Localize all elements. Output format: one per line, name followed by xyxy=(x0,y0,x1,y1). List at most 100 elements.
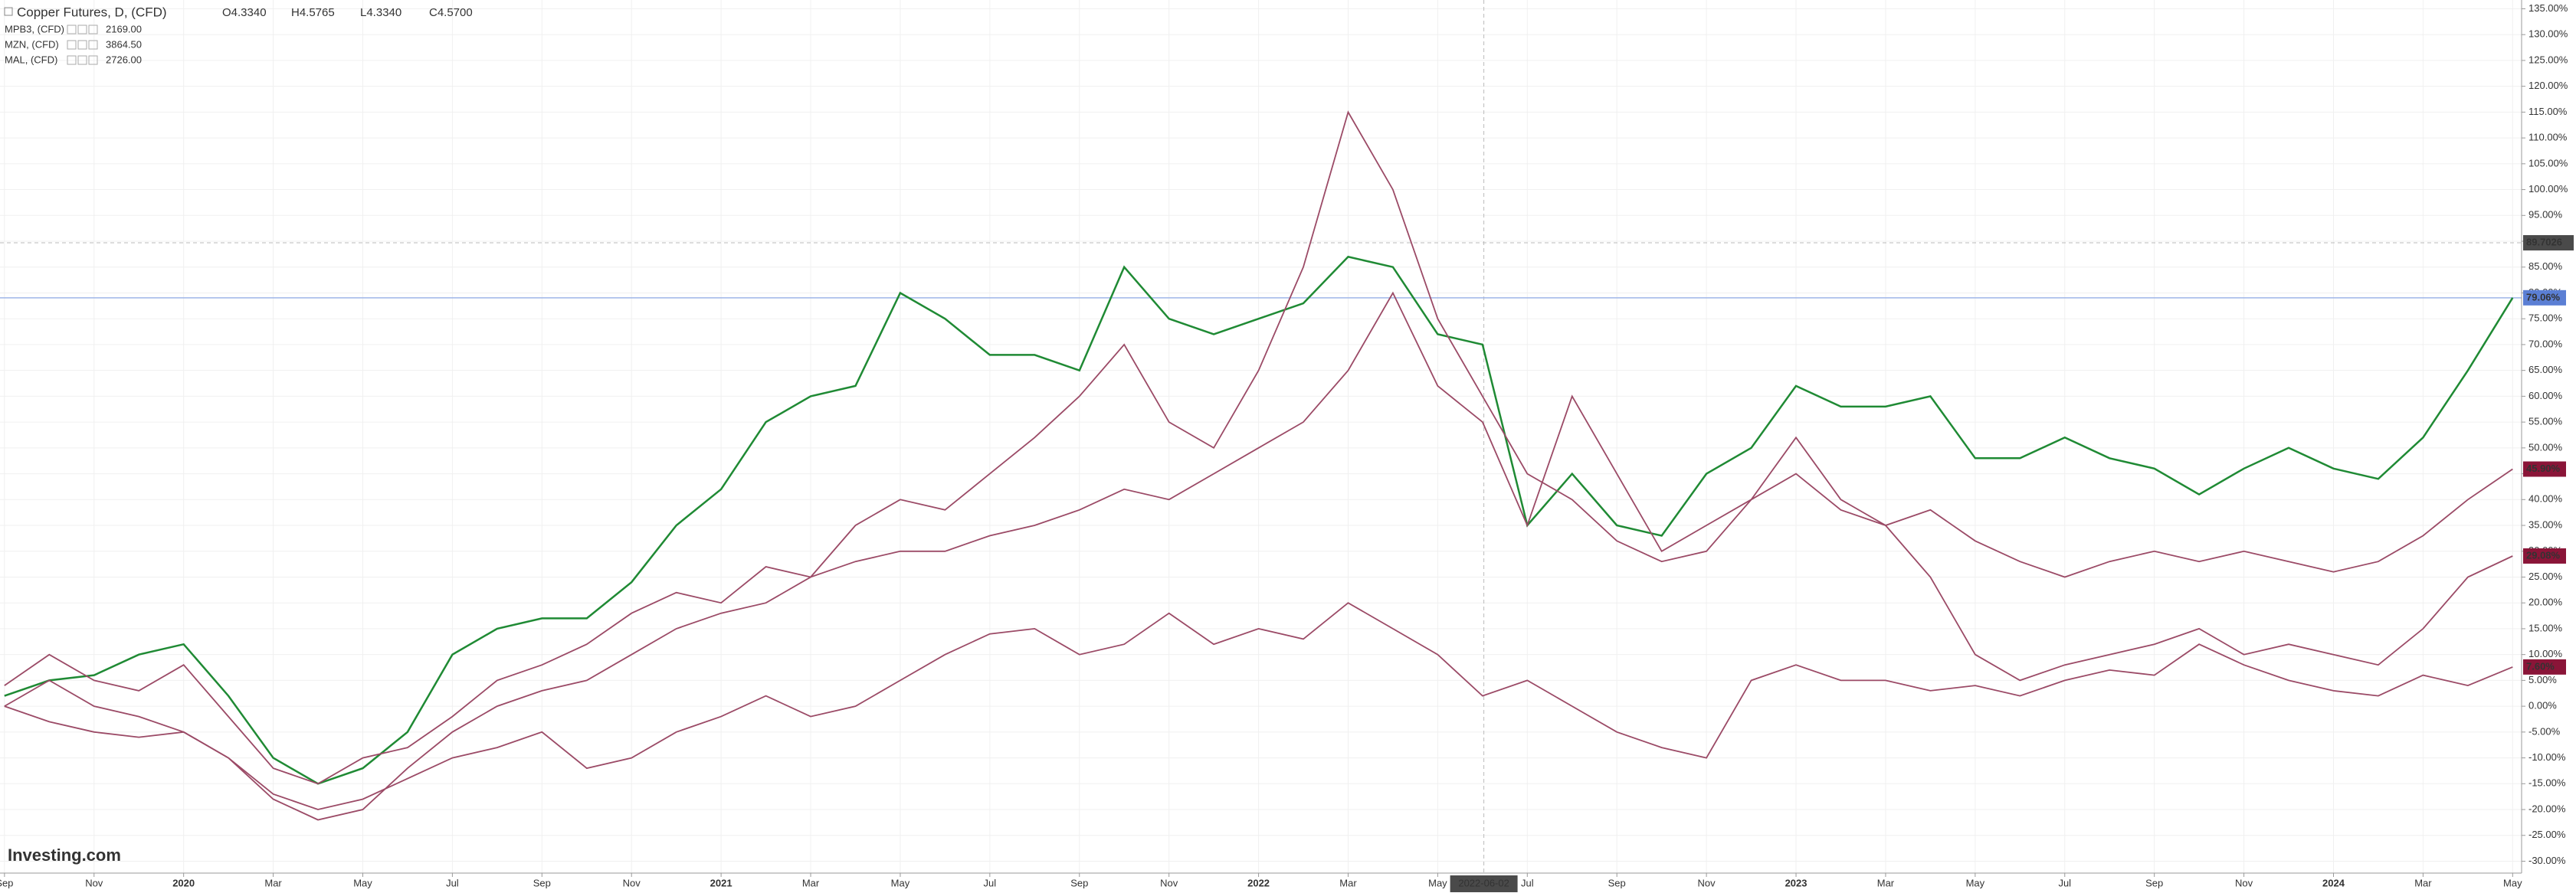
ohlc-open: O4.3340 xyxy=(222,6,267,19)
x-tick-label: 2021 xyxy=(710,877,732,888)
series-line xyxy=(4,602,2513,810)
x-tick-label: May xyxy=(1428,877,1447,888)
compare-icon[interactable] xyxy=(67,40,77,50)
end-label: 45.90% xyxy=(2526,463,2561,474)
x-tick-label: Nov xyxy=(1698,877,1716,888)
y-tick-label: -25.00% xyxy=(2528,829,2566,840)
y-tick-label: 40.00% xyxy=(2528,493,2563,505)
ohlc-close: C4.5700 xyxy=(429,6,473,19)
y-tick-label: -5.00% xyxy=(2528,725,2561,737)
crosshair-x-label: 2022-06-02 xyxy=(1458,877,1509,888)
y-tick-label: -30.00% xyxy=(2528,855,2566,866)
compare-price: 3864.50 xyxy=(106,38,142,50)
ohlc-high: H4.5765 xyxy=(291,6,335,19)
series-line xyxy=(4,110,2513,821)
y-tick-label: -20.00% xyxy=(2528,803,2566,814)
y-tick-label: 70.00% xyxy=(2528,338,2563,349)
series-line xyxy=(4,255,2514,785)
end-label-bg xyxy=(2523,289,2566,306)
x-tick-label: Nov xyxy=(2235,877,2253,888)
crosshair-y-label-bg xyxy=(2523,235,2574,251)
x-tick-label: May xyxy=(2503,877,2522,888)
x-tick-label: Sep xyxy=(533,877,551,888)
y-tick-label: 100.00% xyxy=(2528,183,2568,195)
compare-name: MZN, (CFD) xyxy=(5,38,59,50)
x-tick-label: Sep xyxy=(1070,877,1088,888)
y-tick-label: 135.00% xyxy=(2528,2,2568,14)
compare-icon[interactable] xyxy=(88,25,98,34)
brand-logo: Investing.com xyxy=(8,846,121,865)
x-tick-label: May xyxy=(891,877,910,888)
x-tick-label: Mar xyxy=(1339,877,1357,888)
x-tick-label: Jul xyxy=(2058,877,2071,888)
collapse-icon[interactable] xyxy=(4,7,13,16)
x-tick-label: Sep xyxy=(1608,877,1626,888)
y-tick-label: 110.00% xyxy=(2528,132,2568,143)
legend: Copper Futures, D, (CFD) O4.3340 H4.5765… xyxy=(4,5,473,65)
y-tick-label: 25.00% xyxy=(2528,571,2563,582)
y-tick-label: 85.00% xyxy=(2528,260,2563,272)
x-tick-label: May xyxy=(1966,877,1985,888)
y-tick-label: 20.00% xyxy=(2528,597,2563,608)
end-label-bg xyxy=(2523,548,2566,564)
y-tick-label: 60.00% xyxy=(2528,390,2563,401)
end-label-bg xyxy=(2523,659,2566,675)
end-label: 7.60% xyxy=(2526,660,2555,672)
end-label: 29.08% xyxy=(2526,549,2561,561)
y-tick-label: 115.00% xyxy=(2528,106,2568,117)
compare-icon[interactable] xyxy=(67,25,77,34)
marks xyxy=(4,110,2514,821)
y-tick-label: 50.00% xyxy=(2528,441,2563,453)
compare-price: 2726.00 xyxy=(106,54,142,65)
x-tick-label: Nov xyxy=(85,877,103,888)
compare-icon[interactable] xyxy=(67,55,77,65)
compare-name: MPB3, (CFD) xyxy=(5,23,64,34)
crosshair-x-label-bg xyxy=(1450,875,1518,892)
compare-name: MAL, (CFD) xyxy=(5,54,57,65)
compare-icon[interactable] xyxy=(77,40,87,50)
legend-title: Copper Futures, D, (CFD) xyxy=(17,5,167,19)
y-tick-label: 35.00% xyxy=(2528,518,2563,530)
x-tick-label: Mar xyxy=(264,877,282,888)
y-tick-label: 130.00% xyxy=(2528,28,2568,40)
y-tick-label: 10.00% xyxy=(2528,648,2563,659)
y-tick-label: 55.00% xyxy=(2528,416,2563,427)
x-tick-label: Mar xyxy=(1877,877,1895,888)
x-tick-label: 2024 xyxy=(2322,877,2345,888)
end-label: 79.06% xyxy=(2526,291,2561,303)
x-tick-label: Jul xyxy=(446,877,459,888)
x-tick-label: 2023 xyxy=(1785,877,1807,888)
y-tick-label: 65.00% xyxy=(2528,364,2563,375)
end-label-bg xyxy=(2523,461,2566,477)
series-line xyxy=(4,291,2513,785)
y-tick-label: 125.00% xyxy=(2528,54,2568,65)
compare-icon[interactable] xyxy=(77,25,87,34)
x-tick-label: Nov xyxy=(1160,877,1178,888)
x-tick-label: Sep xyxy=(2145,877,2163,888)
compare-icon[interactable] xyxy=(88,40,98,50)
y-tick-label: 5.00% xyxy=(2528,674,2557,685)
y-tick-label: 15.00% xyxy=(2528,622,2563,633)
y-tick-label: 75.00% xyxy=(2528,312,2563,324)
ohlc-low: L4.3340 xyxy=(360,6,401,19)
compare-price: 2169.00 xyxy=(106,23,142,34)
crosshair-y-label: 89.7026 xyxy=(2526,236,2562,247)
y-tick-label: -15.00% xyxy=(2528,777,2566,789)
y-tick-label: 95.00% xyxy=(2528,209,2563,221)
compare-icon[interactable] xyxy=(88,55,98,65)
x-tick-label: Mar xyxy=(2414,877,2432,888)
x-tick-label: Jul xyxy=(1521,877,1534,888)
x-tick-label: Sep xyxy=(0,877,13,888)
x-tick-label: Nov xyxy=(623,877,641,888)
y-tick-label: 105.00% xyxy=(2528,157,2568,168)
y-tick-label: 120.00% xyxy=(2528,80,2568,91)
x-tick-label: 2022 xyxy=(1247,877,1270,888)
compare-icon[interactable] xyxy=(77,55,87,65)
x-tick-label: May xyxy=(353,877,372,888)
x-tick-label: Jul xyxy=(984,877,997,888)
x-tick-label: Mar xyxy=(802,877,820,888)
y-tick-label: -10.00% xyxy=(2528,751,2566,763)
